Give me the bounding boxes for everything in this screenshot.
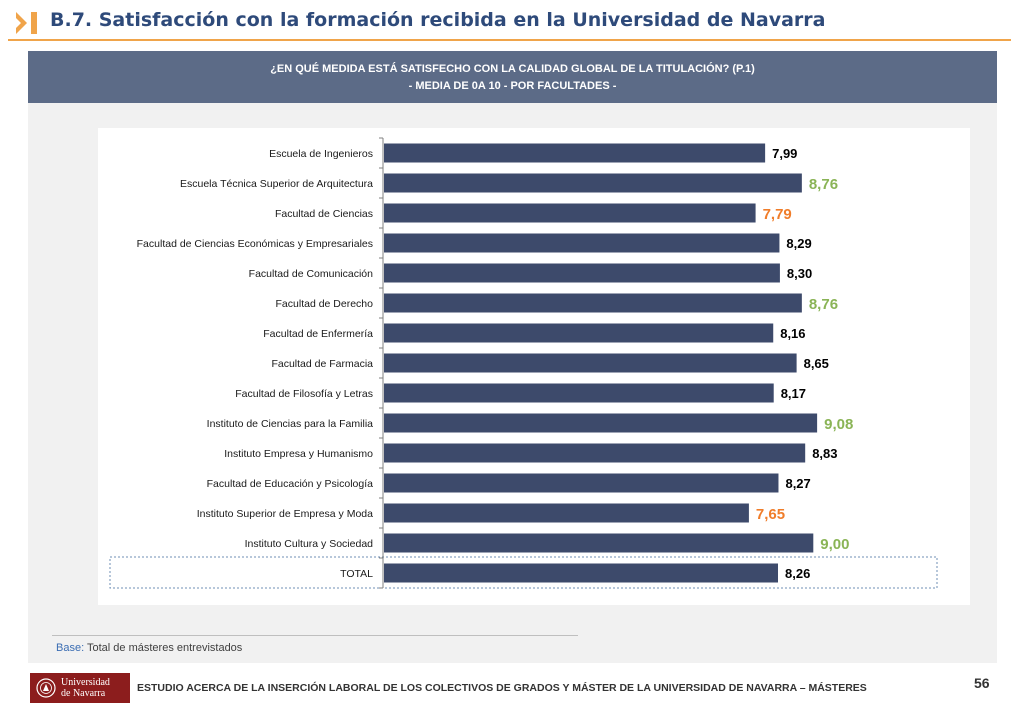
bar xyxy=(384,263,780,283)
value-label: 7,65 xyxy=(756,506,785,523)
value-label: 9,08 xyxy=(824,416,853,433)
category-label: Facultad de Educación y Psicología xyxy=(207,478,374,490)
base-label: Base: xyxy=(56,642,85,654)
logo-line2: de Navarra xyxy=(61,688,106,699)
category-label: Facultad de Farmacia xyxy=(271,358,373,370)
value-label: 8,30 xyxy=(787,266,812,281)
value-label: 8,65 xyxy=(804,356,829,371)
question-text: ¿EN QUÉ MEDIDA ESTÁ SATISFECHO CON LA CA… xyxy=(270,63,755,75)
base-divider xyxy=(52,635,578,636)
page-title: B.7. Satisfacción con la formación recib… xyxy=(50,9,826,31)
question-banner: ¿EN QUÉ MEDIDA ESTÁ SATISFECHO CON LA CA… xyxy=(28,51,997,103)
bar xyxy=(384,293,802,313)
bar xyxy=(384,503,749,523)
value-label: 8,17 xyxy=(781,386,806,401)
bar xyxy=(384,323,774,343)
bar xyxy=(384,443,806,463)
category-label: Facultad de Derecho xyxy=(276,298,374,310)
category-label: Instituto Superior de Empresa y Moda xyxy=(197,508,373,520)
value-label: 8,76 xyxy=(809,176,838,193)
category-label: Facultad de Enfermería xyxy=(263,328,373,340)
footer-text: ESTUDIO ACERCA DE LA INSERCIÓN LABORAL D… xyxy=(137,682,867,694)
value-label: 8,26 xyxy=(785,566,810,581)
double-chevron-icon xyxy=(16,12,37,34)
title-divider xyxy=(8,39,1011,41)
seal-icon xyxy=(36,678,56,698)
bar xyxy=(384,533,814,553)
category-label: TOTAL xyxy=(340,568,373,580)
bar xyxy=(384,173,802,193)
category-label: Instituto Cultura y Sociedad xyxy=(245,538,374,550)
bar xyxy=(384,413,818,433)
logo-line1: Universidad xyxy=(61,677,110,688)
value-label: 8,76 xyxy=(809,296,838,313)
total-highlight-box xyxy=(109,556,938,589)
page-number: 56 xyxy=(974,675,990,691)
page-header: B.7. Satisfacción con la formación recib… xyxy=(0,0,1024,44)
bar xyxy=(384,203,756,223)
category-label: Escuela de Ingenieros xyxy=(269,148,373,160)
category-label: Escuela Técnica Superior de Arquitectura xyxy=(180,178,373,190)
base-text: Total de másteres entrevistados xyxy=(84,642,243,654)
value-label: 8,29 xyxy=(786,236,811,251)
category-label: Instituto de Ciencias para la Familia xyxy=(207,418,373,430)
category-label: Instituto Empresa y Humanismo xyxy=(224,448,373,460)
base-note: Base: Total de másteres entrevistados xyxy=(56,642,242,654)
bar xyxy=(384,383,774,403)
category-label: Facultad de Filosofía y Letras xyxy=(235,388,373,400)
category-label: Facultad de Ciencias Económicas y Empres… xyxy=(137,238,373,250)
category-label: Facultad de Ciencias xyxy=(275,208,373,220)
bar xyxy=(384,563,779,583)
value-label: 7,79 xyxy=(763,206,792,223)
category-label: Facultad de Comunicación xyxy=(249,268,373,280)
value-label: 8,83 xyxy=(812,446,837,461)
university-logo: Universidad de Navarra xyxy=(30,673,130,703)
question-subtitle: - MEDIA DE 0A 10 - POR FACULTADES - xyxy=(408,80,617,92)
bar xyxy=(384,473,779,493)
bar xyxy=(384,233,780,253)
value-label: 8,27 xyxy=(785,476,810,491)
value-label: 8,16 xyxy=(780,326,805,341)
bar xyxy=(384,143,766,163)
value-label: 7,99 xyxy=(772,146,797,161)
value-label: 9,00 xyxy=(820,536,849,553)
bar xyxy=(384,353,797,373)
logo-text: Universidad de Navarra xyxy=(61,677,110,699)
